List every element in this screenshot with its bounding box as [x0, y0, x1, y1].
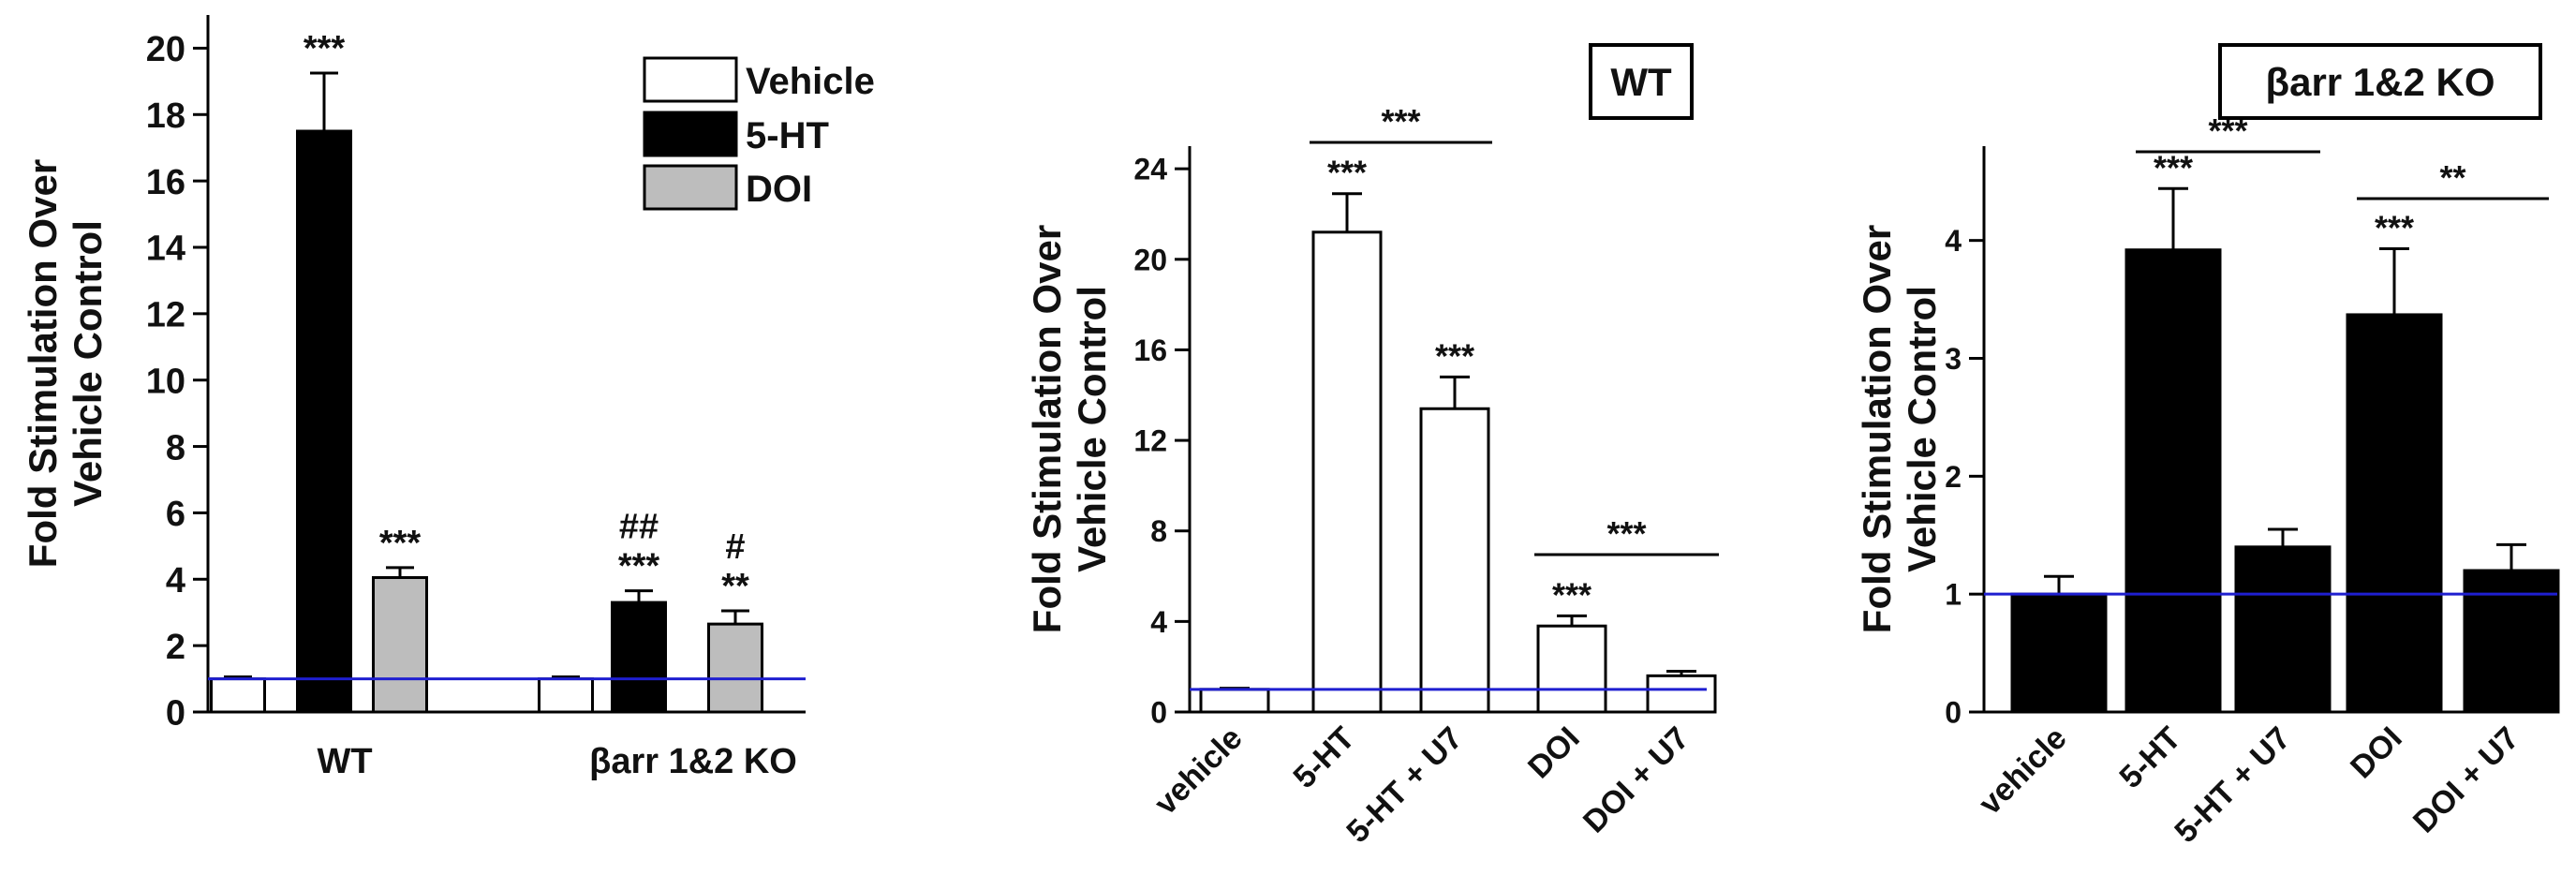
- x-tick-label: 5-HT + U7: [2168, 720, 2297, 850]
- y-tick-label: 20: [1133, 243, 1167, 276]
- bar: [1199, 688, 1270, 714]
- bracket-label: **: [2439, 158, 2465, 197]
- y-tick-label: 0: [166, 694, 185, 734]
- y-tick-label: 3: [1945, 342, 1962, 376]
- legend-label: Vehicle: [746, 61, 875, 102]
- x-group-label: βarr 1&2 KO: [589, 742, 797, 781]
- x-tick-label-group: DOI: [1521, 720, 1587, 786]
- y-axis-label-line: Fold Stimulation Over: [1025, 225, 1069, 633]
- bar: [2463, 569, 2560, 714]
- bar: [1419, 407, 1490, 714]
- x-tick-label-group: 5-HT: [2112, 720, 2187, 795]
- y-tick-label: 8: [166, 428, 185, 467]
- y-tick-label: 2: [166, 628, 185, 667]
- y-tick-label: 14: [146, 230, 185, 269]
- x-tick-label: 5-HT: [2112, 720, 2187, 795]
- legend-label: 5-HT: [746, 115, 829, 156]
- panel-title: βarr 1&2 KO: [2265, 60, 2495, 104]
- bar-5-ht: [611, 601, 667, 714]
- x-tick-label: DOI: [2344, 720, 2409, 786]
- significance-label: ***: [1435, 336, 1474, 375]
- bar-doi: [372, 576, 428, 714]
- x-tick-label: vehicle: [1147, 720, 1249, 822]
- bar-vehicle: [210, 677, 266, 714]
- y-axis-label: Fold Stimulation Over Vehicle Control: [21, 159, 110, 568]
- x-tick-label-group: DOI + U7: [1577, 720, 1696, 840]
- y-tick-label: 4: [1945, 224, 1962, 258]
- significance-label: ***: [303, 29, 346, 68]
- y-axis-label-line: Vehicle Control: [1070, 286, 1114, 572]
- y-tick-label: 20: [146, 30, 185, 69]
- legend-swatch: [643, 164, 738, 211]
- y-tick-label: 0: [1150, 696, 1167, 730]
- significance-label: ***: [2154, 148, 2193, 186]
- bar: [2124, 248, 2222, 714]
- y-tick-label: 18: [146, 96, 185, 136]
- bar-vehicle: [538, 677, 594, 714]
- significance-label: ##: [619, 508, 659, 547]
- legend-label: DOI: [746, 169, 812, 210]
- y-tick-label: 16: [1133, 334, 1167, 367]
- bar: [2346, 313, 2443, 714]
- bracket-label: ***: [1606, 514, 1646, 553]
- y-axis-label-line: Vehicle Control: [66, 220, 110, 507]
- x-tick-label-group: DOI + U7: [2406, 720, 2526, 840]
- bar: [1646, 674, 1717, 714]
- x-tick-label: DOI: [1521, 720, 1587, 786]
- x-tick-label-group: 5-HT + U7: [1340, 720, 1469, 850]
- legend-swatch: [643, 111, 738, 157]
- y-tick-label: 12: [1133, 424, 1167, 458]
- y-tick-label: 10: [146, 362, 185, 401]
- significance-label: ***: [2375, 208, 2414, 246]
- x-tick-label: 5-HT + U7: [1340, 720, 1469, 850]
- y-axis-label: Fold Stimulation Over Vehicle Control: [1025, 225, 1114, 633]
- x-group-label: WT: [317, 742, 372, 781]
- significance-label: **: [721, 567, 749, 606]
- y-axis-label: Fold Stimulation Over Vehicle Control: [1855, 225, 1944, 633]
- y-tick-label: 16: [146, 163, 185, 202]
- y-axis-label-line: Fold Stimulation Over: [21, 159, 65, 568]
- bar: [2010, 592, 2108, 714]
- x-tick-label: DOI + U7: [2406, 720, 2526, 840]
- y-axis-label-line: Fold Stimulation Over: [1855, 225, 1899, 633]
- significance-label: ***: [1552, 575, 1591, 614]
- y-tick-label: 2: [1945, 460, 1962, 494]
- y-tick-label: 6: [166, 495, 185, 534]
- bracket-label: ***: [1381, 102, 1420, 141]
- x-tick-label: DOI + U7: [1577, 720, 1696, 840]
- significance-label: ***: [1327, 154, 1367, 192]
- significance-label: ***: [618, 547, 660, 586]
- panel-title-box: [1589, 43, 1694, 120]
- y-tick-label: 1: [1945, 578, 1962, 612]
- x-tick-label-group: 5-HT + U7: [2168, 720, 2297, 850]
- x-tick-label: 5-HT: [1286, 720, 1361, 795]
- x-tick-label-group: vehicle: [1972, 720, 2073, 822]
- x-tick-label-group: vehicle: [1147, 720, 1249, 822]
- bar: [1536, 624, 1607, 714]
- legend-swatch: [643, 56, 738, 103]
- panel-title: WT: [1610, 60, 1672, 104]
- bar: [2234, 545, 2332, 714]
- significance-label: ***: [379, 524, 422, 563]
- y-axis-label-line: Vehicle Control: [1900, 286, 1944, 572]
- bar: [1311, 230, 1383, 714]
- panel-title-box: [2218, 43, 2542, 120]
- y-tick-label: 4: [1150, 605, 1167, 639]
- bar-doi: [707, 622, 763, 714]
- y-tick-label: 24: [1133, 153, 1167, 186]
- y-tick-label: 0: [1945, 696, 1962, 730]
- y-tick-label: 8: [1150, 514, 1167, 548]
- y-tick-label: 12: [146, 296, 185, 335]
- x-tick-label-group: DOI: [2344, 720, 2409, 786]
- significance-label: #: [725, 527, 745, 567]
- x-tick-label: vehicle: [1972, 720, 2073, 822]
- y-tick-label: 4: [166, 561, 185, 601]
- bar-5-ht: [296, 129, 352, 714]
- x-tick-label-group: 5-HT: [1286, 720, 1361, 795]
